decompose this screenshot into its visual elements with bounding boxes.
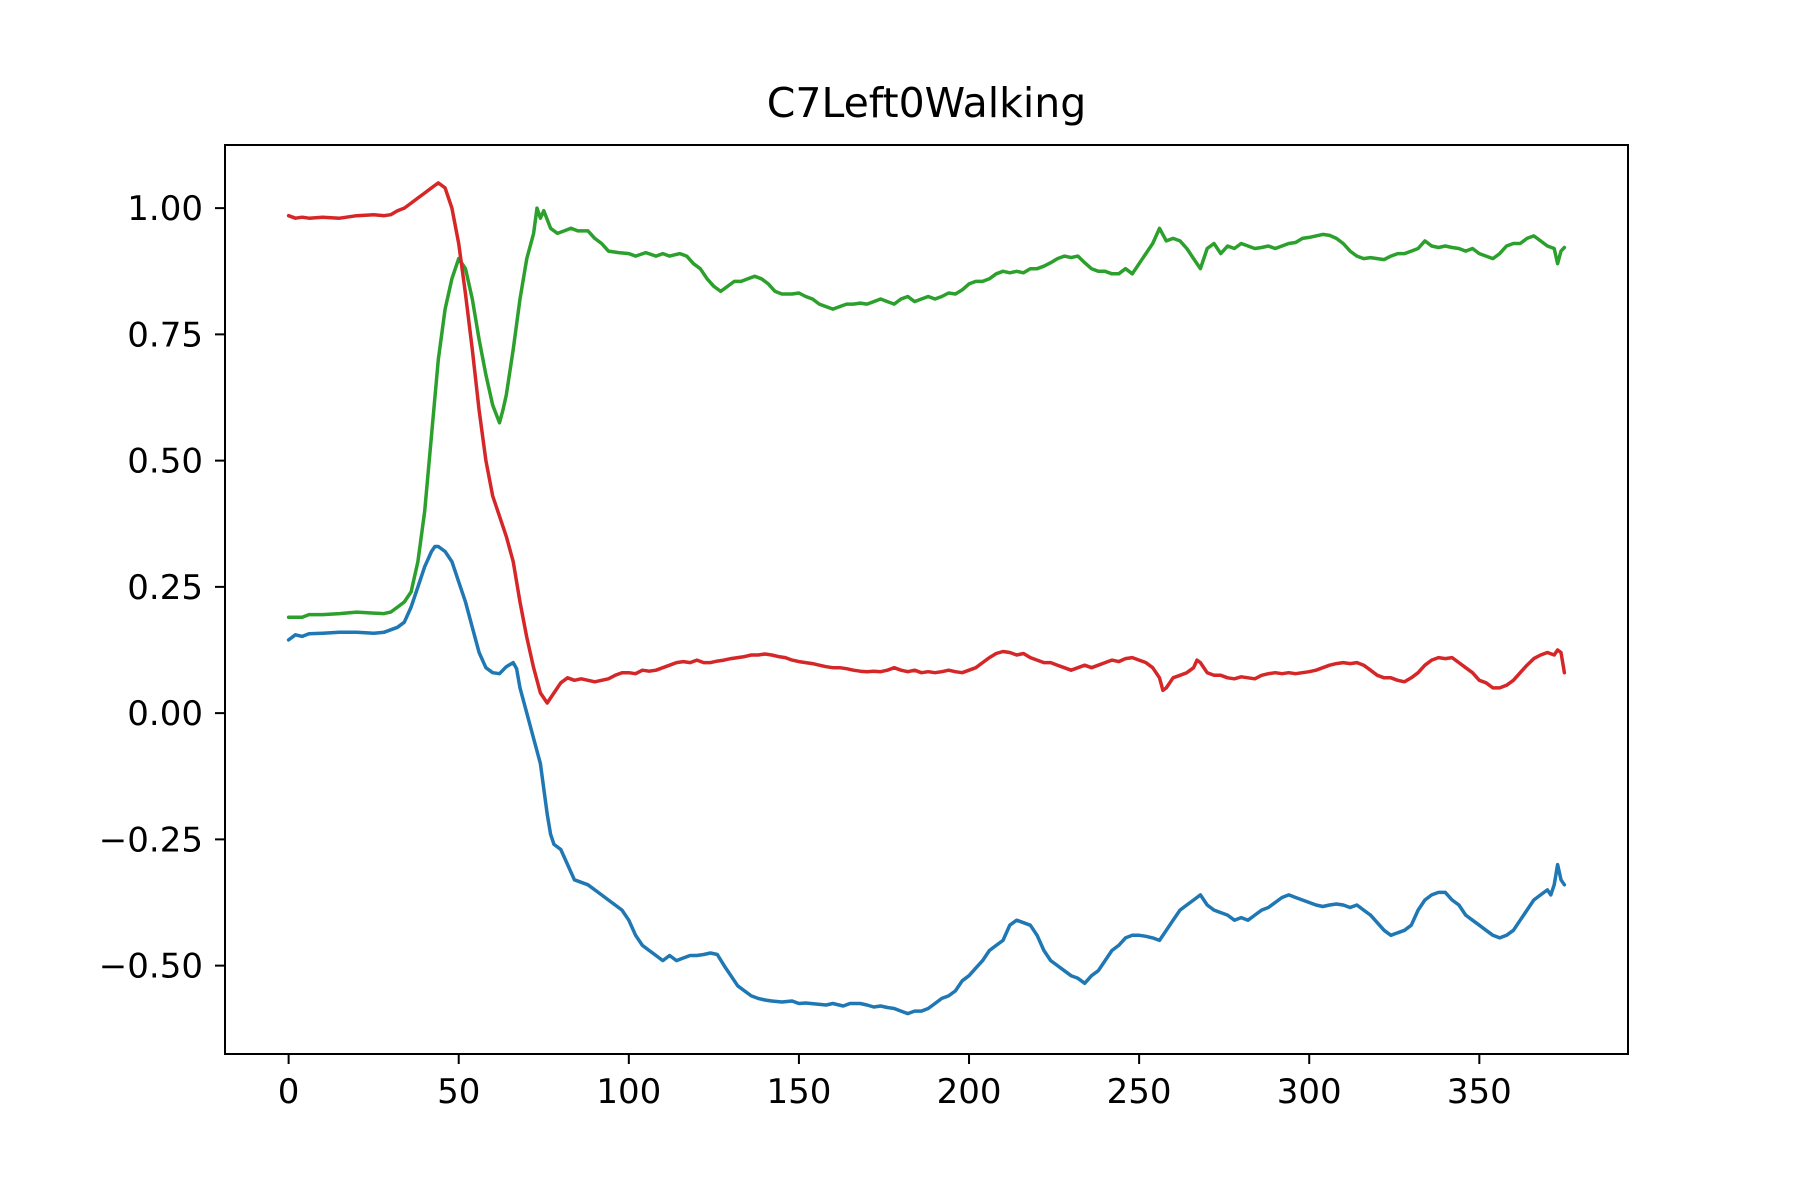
y-tick-label: 0.00 [127, 694, 203, 734]
y-tick-label: 1.00 [127, 189, 203, 229]
series-layer [286, 181, 1567, 1016]
x-tick-label: 0 [278, 1072, 300, 1112]
x-tick-label: 200 [937, 1072, 1002, 1112]
y-tick-label: 0.25 [127, 568, 203, 608]
series-line-3 [286, 181, 1567, 705]
x-tick-label: 50 [437, 1072, 480, 1112]
x-tick-label: 150 [766, 1072, 831, 1112]
y-tick-label: 0.75 [127, 315, 203, 355]
series-line-1 [286, 544, 1567, 1016]
series-line-2 [286, 206, 1567, 619]
x-tick-label: 350 [1447, 1072, 1512, 1112]
y-tick-label: −0.50 [99, 947, 203, 987]
y-axis-ticks: −0.50 −0.25 0.00 0.25 0.50 0.75 1.00 [99, 189, 225, 987]
chart-title: C7Left0Walking [767, 79, 1087, 127]
plot-area-frame [224, 144, 1629, 1055]
y-tick-label: −0.25 [99, 820, 203, 860]
x-axis-ticks: 0 50 100 150 200 250 300 350 [278, 1054, 1512, 1112]
x-tick-label: 250 [1107, 1072, 1172, 1112]
x-tick-label: 300 [1277, 1072, 1342, 1112]
y-tick-label: 0.50 [127, 442, 203, 482]
x-tick-label: 100 [596, 1072, 661, 1112]
